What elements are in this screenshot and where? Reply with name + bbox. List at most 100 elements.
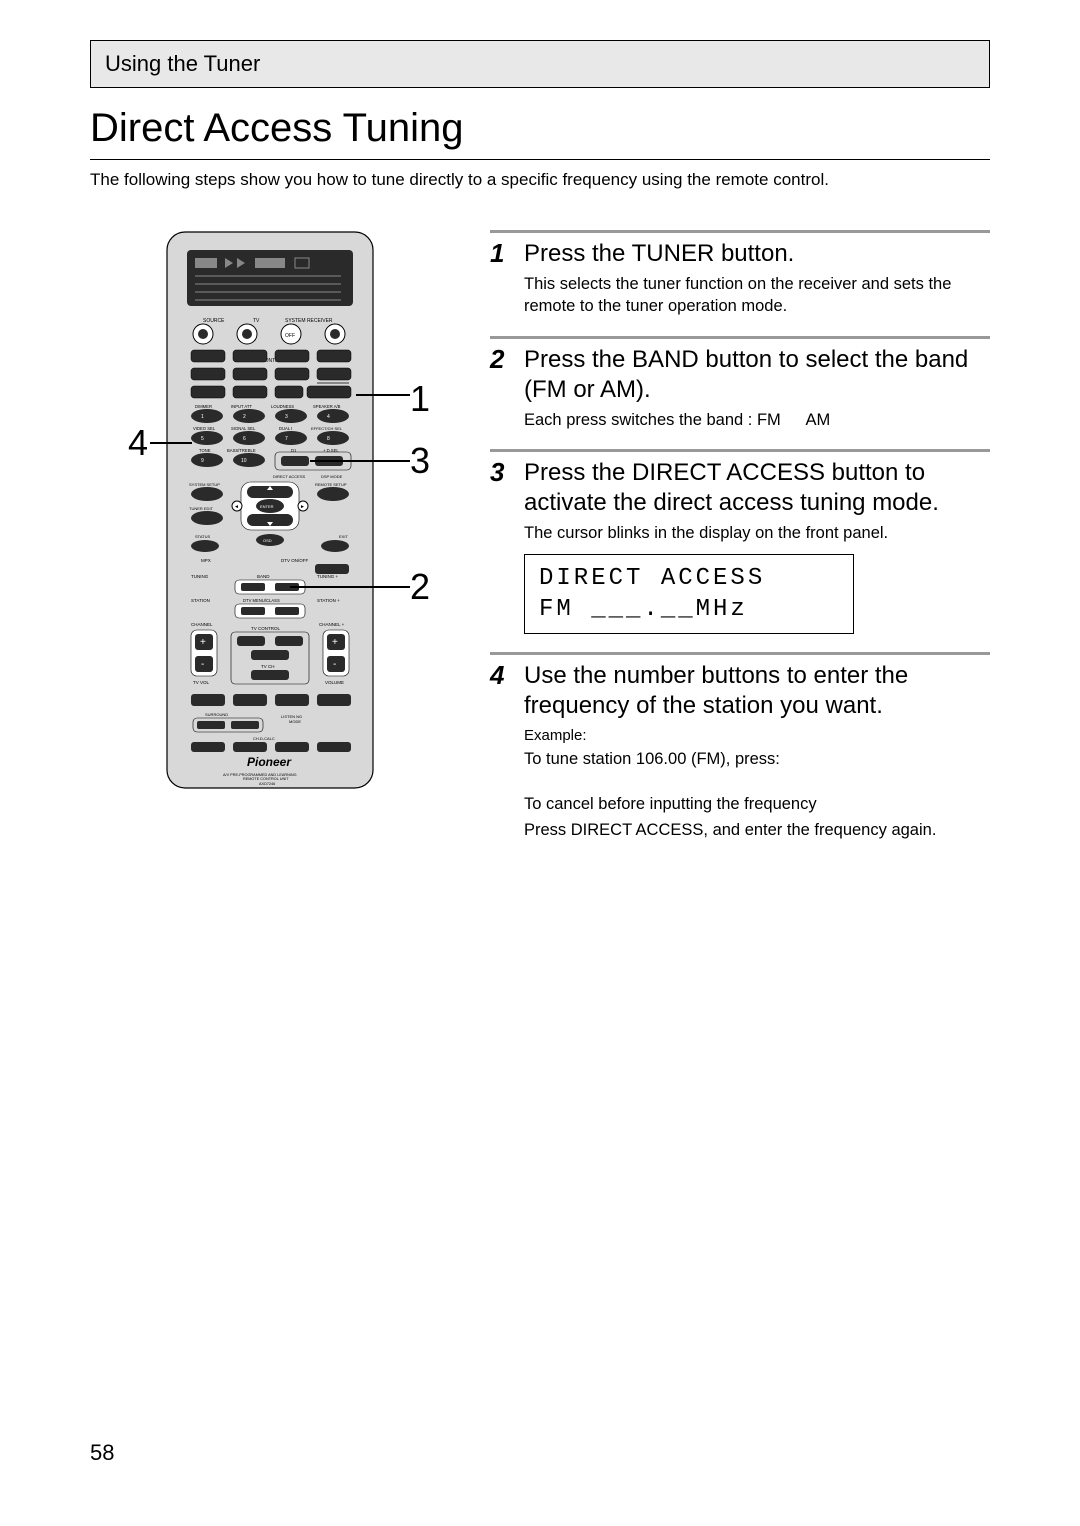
step-number: 4 — [490, 661, 512, 690]
cancel-note-2: Press DIRECT ACCESS, and enter the frequ… — [524, 819, 990, 841]
svg-text:CHANNEL: CHANNEL — [191, 622, 213, 627]
step-1: 1 Press the TUNER button. This selects t… — [490, 230, 990, 318]
svg-text:8: 8 — [327, 436, 330, 442]
svg-text:EXIT: EXIT — [339, 534, 348, 539]
svg-text:TUNING +: TUNING + — [317, 574, 338, 579]
svg-text:VOLUME: VOLUME — [325, 680, 344, 685]
svg-text:TV CH: TV CH — [261, 664, 275, 669]
svg-text:OSD: OSD — [263, 538, 272, 543]
svg-text:+: + — [200, 637, 206, 648]
svg-text:SPEAKER A/B: SPEAKER A/B — [313, 404, 341, 409]
svg-text:EFFECT/CH SEL: EFFECT/CH SEL — [311, 426, 343, 431]
svg-text:STATION +: STATION + — [317, 598, 340, 603]
callout-4-line — [150, 442, 192, 444]
intro-text: The following steps show you how to tune… — [90, 170, 990, 190]
svg-text:TUNING: TUNING — [191, 574, 209, 579]
svg-text:◄: ◄ — [234, 504, 239, 510]
callout-3: 3 — [410, 440, 430, 482]
svg-text:SURROUND: SURROUND — [205, 712, 228, 717]
svg-text:BAND: BAND — [257, 574, 270, 579]
svg-text:1: 1 — [201, 414, 204, 420]
step-3: 3 Press the DIRECT ACCESS button to acti… — [490, 449, 990, 635]
step-rule — [490, 652, 990, 655]
display-line-2: FM ___.__MHz — [539, 594, 839, 625]
svg-text:►: ► — [300, 504, 305, 510]
svg-text:STATION: STATION — [191, 598, 210, 603]
step-title: Use the number buttons to enter the freq… — [524, 661, 990, 721]
svg-text:ENTER: ENTER — [260, 504, 274, 509]
callout-4: 4 — [128, 422, 148, 464]
svg-text:DTV MENU/CLASS: DTV MENU/CLASS — [243, 598, 280, 603]
step-2: 2 Press the BAND button to select the ba… — [490, 336, 990, 431]
svg-text:6: 6 — [243, 436, 246, 442]
page-number: 58 — [90, 1440, 114, 1466]
svg-text:DIMMER: DIMMER — [195, 404, 212, 409]
step-number: 2 — [490, 345, 512, 374]
step-number: 1 — [490, 239, 512, 268]
svg-text:SIGNAL SEL: SIGNAL SEL — [231, 426, 256, 431]
svg-text:+: + — [332, 637, 338, 648]
display-line-1: DIRECT ACCESS — [539, 563, 839, 594]
callout-2-line — [290, 586, 410, 588]
remote-column: SOURCE TV SYSTEM RECEIVER OFF MULTI CONT… — [90, 230, 450, 859]
step-title: Press the TUNER button. — [524, 239, 794, 269]
callout-3-line — [310, 460, 410, 462]
svg-text:AXD7246: AXD7246 — [259, 782, 275, 786]
step-rule — [490, 336, 990, 339]
svg-text:9: 9 — [201, 458, 204, 464]
step-number: 3 — [490, 458, 512, 487]
svg-text:DUAL I: DUAL I — [279, 426, 292, 431]
svg-text:DIRECT ACCESS: DIRECT ACCESS — [273, 474, 305, 479]
svg-text:CH.D-CALC: CH.D-CALC — [253, 736, 275, 741]
step-body: Each press switches the band : FM AM — [524, 409, 990, 431]
svg-text:SOURCE: SOURCE — [203, 318, 225, 324]
svg-text:DTV ON/OFF: DTV ON/OFF — [281, 558, 308, 563]
page-title: Direct Access Tuning — [90, 106, 990, 151]
callout-1: 1 — [410, 378, 430, 420]
svg-text:SYSTEM SETUP: SYSTEM SETUP — [189, 482, 220, 487]
svg-text:INPUT ATT: INPUT ATT — [231, 404, 252, 409]
svg-text:2: 2 — [243, 414, 246, 420]
svg-text:TV: TV — [253, 318, 260, 324]
step-body: The cursor blinks in the display on the … — [524, 522, 990, 544]
svg-text:LOUDNESS: LOUDNESS — [271, 404, 294, 409]
svg-text:TONE: TONE — [199, 448, 211, 453]
svg-text:REMOTE CONTROL UNIT: REMOTE CONTROL UNIT — [243, 777, 289, 781]
svg-text:MODE: MODE — [289, 719, 301, 724]
step-body: This selects the tuner function on the r… — [524, 273, 990, 318]
display-panel: DIRECT ACCESS FM ___.__MHz — [524, 554, 854, 634]
step-title: Press the DIRECT ACCESS button to activa… — [524, 458, 990, 518]
svg-text:OFF: OFF — [285, 333, 295, 339]
svg-text:CHANNEL +: CHANNEL + — [319, 622, 345, 627]
svg-text:TV CONTROL: TV CONTROL — [251, 626, 280, 631]
svg-text:5: 5 — [201, 436, 204, 442]
svg-text:Pioneer: Pioneer — [247, 755, 292, 769]
svg-text:-: - — [201, 659, 204, 670]
svg-text:TUNER EDIT: TUNER EDIT — [189, 506, 214, 511]
svg-text:MPX: MPX — [201, 558, 211, 563]
svg-text:-: - — [333, 659, 336, 670]
section-header: Using the Tuner — [90, 40, 990, 88]
svg-text:4: 4 — [327, 414, 330, 420]
callout-1-line — [356, 394, 410, 396]
callout-2: 2 — [410, 566, 430, 608]
svg-text:3: 3 — [285, 414, 288, 420]
step-rule — [490, 230, 990, 233]
title-rule — [90, 159, 990, 160]
svg-text:STATUS: STATUS — [195, 534, 211, 539]
svg-text:DSP MODE: DSP MODE — [321, 474, 343, 479]
steps-column: 1 Press the TUNER button. This selects t… — [490, 230, 990, 859]
cancel-note-1: To cancel before inputting the frequency — [524, 793, 990, 815]
svg-text:10: 10 — [241, 458, 247, 464]
svg-text:TV VOL: TV VOL — [193, 680, 210, 685]
example-line: To tune station 106.00 (FM), press: — [524, 748, 990, 770]
step-4: 4 Use the number buttons to enter the fr… — [490, 652, 990, 841]
step-rule — [490, 449, 990, 452]
step-title: Press the BAND button to select the band… — [524, 345, 990, 405]
svg-text:7: 7 — [285, 436, 288, 442]
svg-text:SYSTEM RECEIVER: SYSTEM RECEIVER — [285, 318, 333, 324]
content-row: SOURCE TV SYSTEM RECEIVER OFF MULTI CONT… — [90, 230, 990, 859]
example-label: Example: — [524, 727, 990, 744]
remote-illustration: SOURCE TV SYSTEM RECEIVER OFF MULTI CONT… — [165, 230, 375, 790]
svg-text:REMOTE SETUP: REMOTE SETUP — [315, 482, 347, 487]
